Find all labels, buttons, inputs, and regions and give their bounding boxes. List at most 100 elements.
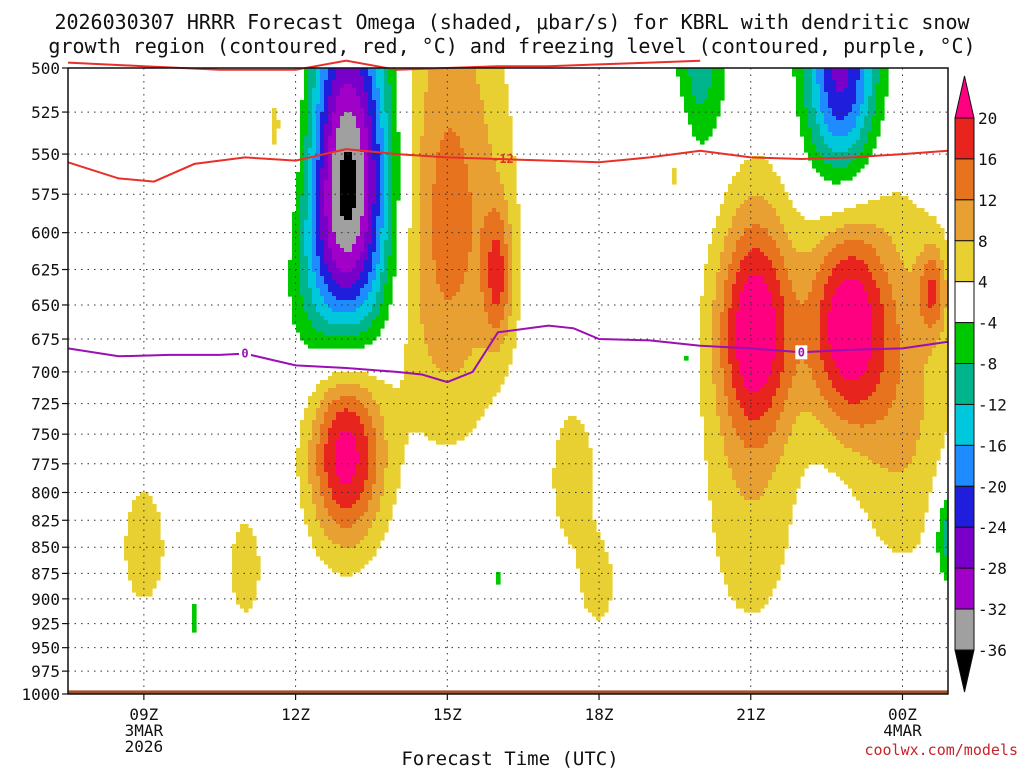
omega-cell bbox=[556, 440, 561, 517]
omega-cell bbox=[732, 216, 737, 253]
omega-cell bbox=[880, 420, 885, 469]
omega-cell bbox=[312, 392, 317, 421]
omega-cell bbox=[728, 468, 733, 597]
omega-cell bbox=[788, 200, 793, 241]
omega-cell bbox=[372, 252, 377, 281]
x-tick-label: 15Z bbox=[433, 705, 462, 724]
omega-cell bbox=[832, 168, 837, 185]
omega-cell bbox=[328, 68, 333, 97]
dgz-contour-label: -12 bbox=[492, 152, 514, 166]
omega-cell bbox=[348, 300, 353, 313]
omega-cell bbox=[812, 280, 817, 381]
omega-cell bbox=[880, 228, 885, 265]
omega-cell bbox=[872, 200, 877, 225]
y-tick-label: 825 bbox=[31, 511, 60, 530]
omega-cell bbox=[500, 68, 505, 185]
omega-cell bbox=[144, 492, 149, 597]
omega-cell bbox=[920, 208, 925, 253]
omega-cell bbox=[772, 308, 777, 361]
omega-cell bbox=[796, 416, 801, 489]
y-tick-label: 875 bbox=[31, 564, 60, 583]
omega-cell bbox=[780, 184, 785, 225]
omega-cell bbox=[492, 328, 497, 353]
omega-cell bbox=[840, 444, 845, 481]
omega-cell bbox=[804, 412, 809, 469]
contour-lines: -12 0 0 bbox=[67, 59, 949, 384]
omega-cell bbox=[760, 252, 765, 277]
omega-cell bbox=[848, 404, 853, 425]
omega-cell bbox=[784, 400, 789, 445]
omega-cell bbox=[316, 256, 321, 289]
omega-cell bbox=[928, 280, 933, 309]
omega-cell bbox=[364, 284, 369, 301]
omega-cell bbox=[848, 164, 853, 181]
omega-cell bbox=[780, 224, 785, 257]
omega-cell bbox=[372, 400, 377, 429]
omega-cell bbox=[492, 240, 497, 305]
omega-cell bbox=[364, 92, 369, 129]
omega-cell bbox=[328, 488, 333, 517]
omega-cell bbox=[376, 264, 381, 293]
omega-cell bbox=[384, 68, 389, 113]
omega-cell bbox=[348, 412, 353, 433]
omega-cell bbox=[340, 300, 345, 313]
omega-cell bbox=[484, 348, 489, 409]
omega-cell bbox=[308, 484, 313, 537]
omega-cell bbox=[344, 272, 349, 289]
omega-cell bbox=[336, 244, 341, 269]
omega-cell bbox=[300, 296, 305, 341]
omega-cell bbox=[356, 400, 361, 417]
omega-cell bbox=[744, 256, 749, 285]
omega-cell bbox=[508, 116, 513, 225]
omega-cell bbox=[420, 136, 425, 325]
omega-cell bbox=[932, 244, 937, 261]
omega-cell bbox=[572, 416, 577, 549]
colorbar-swatch bbox=[954, 240, 975, 283]
omega-cell bbox=[500, 292, 505, 321]
omega-cell bbox=[360, 404, 365, 425]
credit-text[interactable]: coolwx.com/models bbox=[864, 741, 1018, 759]
omega-cell bbox=[360, 252, 365, 273]
omega-cell bbox=[348, 548, 353, 577]
omega-cell bbox=[488, 68, 493, 145]
plot-frame bbox=[67, 67, 949, 695]
omega-cell bbox=[352, 384, 357, 397]
omega-cell bbox=[832, 232, 837, 249]
omega-cell bbox=[880, 264, 885, 305]
omega-cell bbox=[836, 168, 841, 185]
omega-cell bbox=[348, 288, 353, 301]
omega-cell bbox=[924, 264, 929, 325]
omega-cell bbox=[356, 500, 361, 521]
colorbar-label: -4 bbox=[978, 314, 997, 333]
omega-cell bbox=[308, 148, 313, 289]
omega-cell bbox=[384, 384, 389, 441]
omega-cell bbox=[776, 464, 781, 581]
y-tick-label: 550 bbox=[31, 145, 60, 164]
omega-cell bbox=[388, 84, 393, 257]
omega-cell bbox=[876, 228, 881, 257]
omega-cell bbox=[848, 148, 853, 165]
omega-cell bbox=[496, 172, 501, 213]
omega-cell bbox=[324, 336, 329, 349]
omega-cell bbox=[324, 304, 329, 321]
omega-cell bbox=[844, 208, 849, 225]
omega-cell bbox=[340, 68, 345, 89]
omega-cell bbox=[500, 256, 505, 293]
omega-cell bbox=[324, 264, 329, 285]
omega-cell bbox=[828, 108, 833, 133]
omega-cell bbox=[728, 416, 733, 469]
omega-cell bbox=[372, 160, 377, 205]
omega-cell bbox=[848, 448, 853, 489]
omega-cell bbox=[340, 432, 345, 485]
omega-cell bbox=[676, 68, 681, 77]
omega-cell bbox=[468, 68, 473, 193]
omega-cell bbox=[804, 220, 809, 253]
omega-cell bbox=[848, 380, 853, 405]
omega-cell bbox=[860, 152, 865, 169]
omega-cell bbox=[768, 164, 773, 205]
omega-cell bbox=[420, 324, 425, 433]
omega-cell bbox=[348, 252, 353, 273]
omega-cell bbox=[864, 456, 869, 513]
omega-cell bbox=[920, 252, 925, 277]
